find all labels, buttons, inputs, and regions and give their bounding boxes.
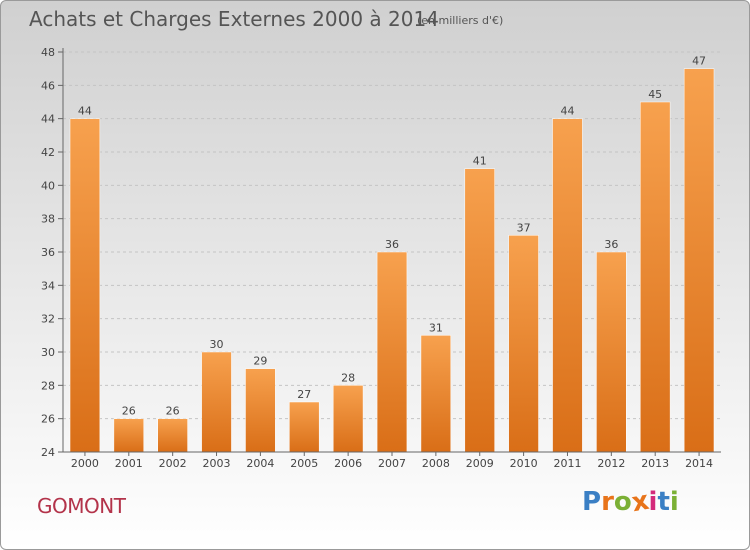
bars: [69, 68, 715, 453]
x-tick-label: 2014: [685, 457, 713, 470]
x-tick-label: 2005: [290, 457, 318, 470]
y-tick-label: 48: [41, 46, 55, 59]
data-label: 36: [385, 238, 399, 251]
bar-2010: [508, 235, 539, 453]
bar-2013: [640, 101, 671, 453]
logo-letter: i: [648, 487, 658, 517]
x-tick-label: 2011: [553, 457, 581, 470]
x-tick-label: 2007: [378, 457, 406, 470]
data-label: 30: [210, 338, 224, 351]
y-tick-label: 40: [41, 179, 55, 192]
bar-2007: [376, 251, 408, 453]
chart-unit: (en milliers d'€): [417, 14, 504, 27]
y-tick-label: 34: [41, 279, 55, 292]
chart-title: Achats et Charges Externes 2000 à 2014: [29, 7, 439, 31]
logo-letter: o: [613, 487, 632, 517]
y-tick-label: 44: [41, 113, 55, 126]
logo-letter: t: [657, 487, 670, 517]
bar-2009: [464, 168, 495, 453]
x-tick-label: 2002: [159, 457, 187, 470]
data-labels: 44 26 26 30 29 27 28 36 31 41 37 44 36 45 47: [78, 55, 706, 418]
y-tick-label: 32: [41, 313, 55, 326]
bar-2004: [245, 368, 276, 453]
logo-letter: P: [582, 487, 602, 517]
data-label: 26: [166, 405, 180, 418]
y-tick-label: 28: [41, 379, 55, 392]
bar-2001: [113, 418, 144, 453]
data-label: 26: [122, 405, 136, 418]
x-tick-label: 2003: [203, 457, 231, 470]
x-tick-label: 2006: [334, 457, 362, 470]
data-label: 31: [429, 321, 443, 334]
bar-2006: [332, 385, 364, 453]
y-tick-label: 36: [41, 246, 55, 259]
bar-2011: [552, 118, 583, 453]
x-tick-label: 2004: [246, 457, 274, 470]
data-label: 36: [604, 238, 618, 251]
bar-2002: [157, 418, 188, 453]
bar-2005: [289, 401, 320, 453]
y-tick-label: 38: [41, 213, 55, 226]
x-tick-label: 2010: [510, 457, 538, 470]
bar-2000: [69, 118, 101, 453]
data-label: 45: [648, 88, 662, 101]
bar-2003: [201, 351, 232, 453]
y-tick-label: 42: [41, 146, 55, 159]
logo-letter: r: [601, 487, 614, 517]
proxiti-logo[interactable]: Proxiti: [582, 486, 679, 518]
x-tick-label: 2000: [71, 457, 99, 470]
axes: 24 26 28 30 32 34 36 38 40 42 44 46 48 2000 2001 2002 20…: [41, 46, 721, 470]
data-label: 28: [341, 371, 355, 384]
data-label: 47: [692, 55, 706, 68]
y-tick-label: 26: [41, 413, 55, 426]
bar-2008: [420, 335, 452, 453]
data-label: 41: [473, 155, 487, 168]
data-label: 27: [297, 388, 311, 401]
data-label: 44: [78, 105, 92, 118]
data-label: 29: [253, 355, 267, 368]
commune-name: GOMONT: [37, 494, 126, 518]
data-label: 37: [517, 221, 531, 234]
x-tick-label: 2009: [466, 457, 494, 470]
logo-letter: i: [669, 487, 679, 517]
y-tick-label: 30: [41, 346, 55, 359]
x-tick-label: 2001: [115, 457, 143, 470]
x-tick-label: 2008: [422, 457, 450, 470]
x-tick-label: 2012: [597, 457, 625, 470]
x-tick-label: 2013: [641, 457, 669, 470]
bar-2012: [596, 251, 627, 453]
data-label: 44: [560, 105, 574, 118]
y-tick-label: 24: [41, 446, 55, 459]
bar-2014: [683, 68, 715, 453]
y-tick-label: 46: [41, 79, 55, 92]
